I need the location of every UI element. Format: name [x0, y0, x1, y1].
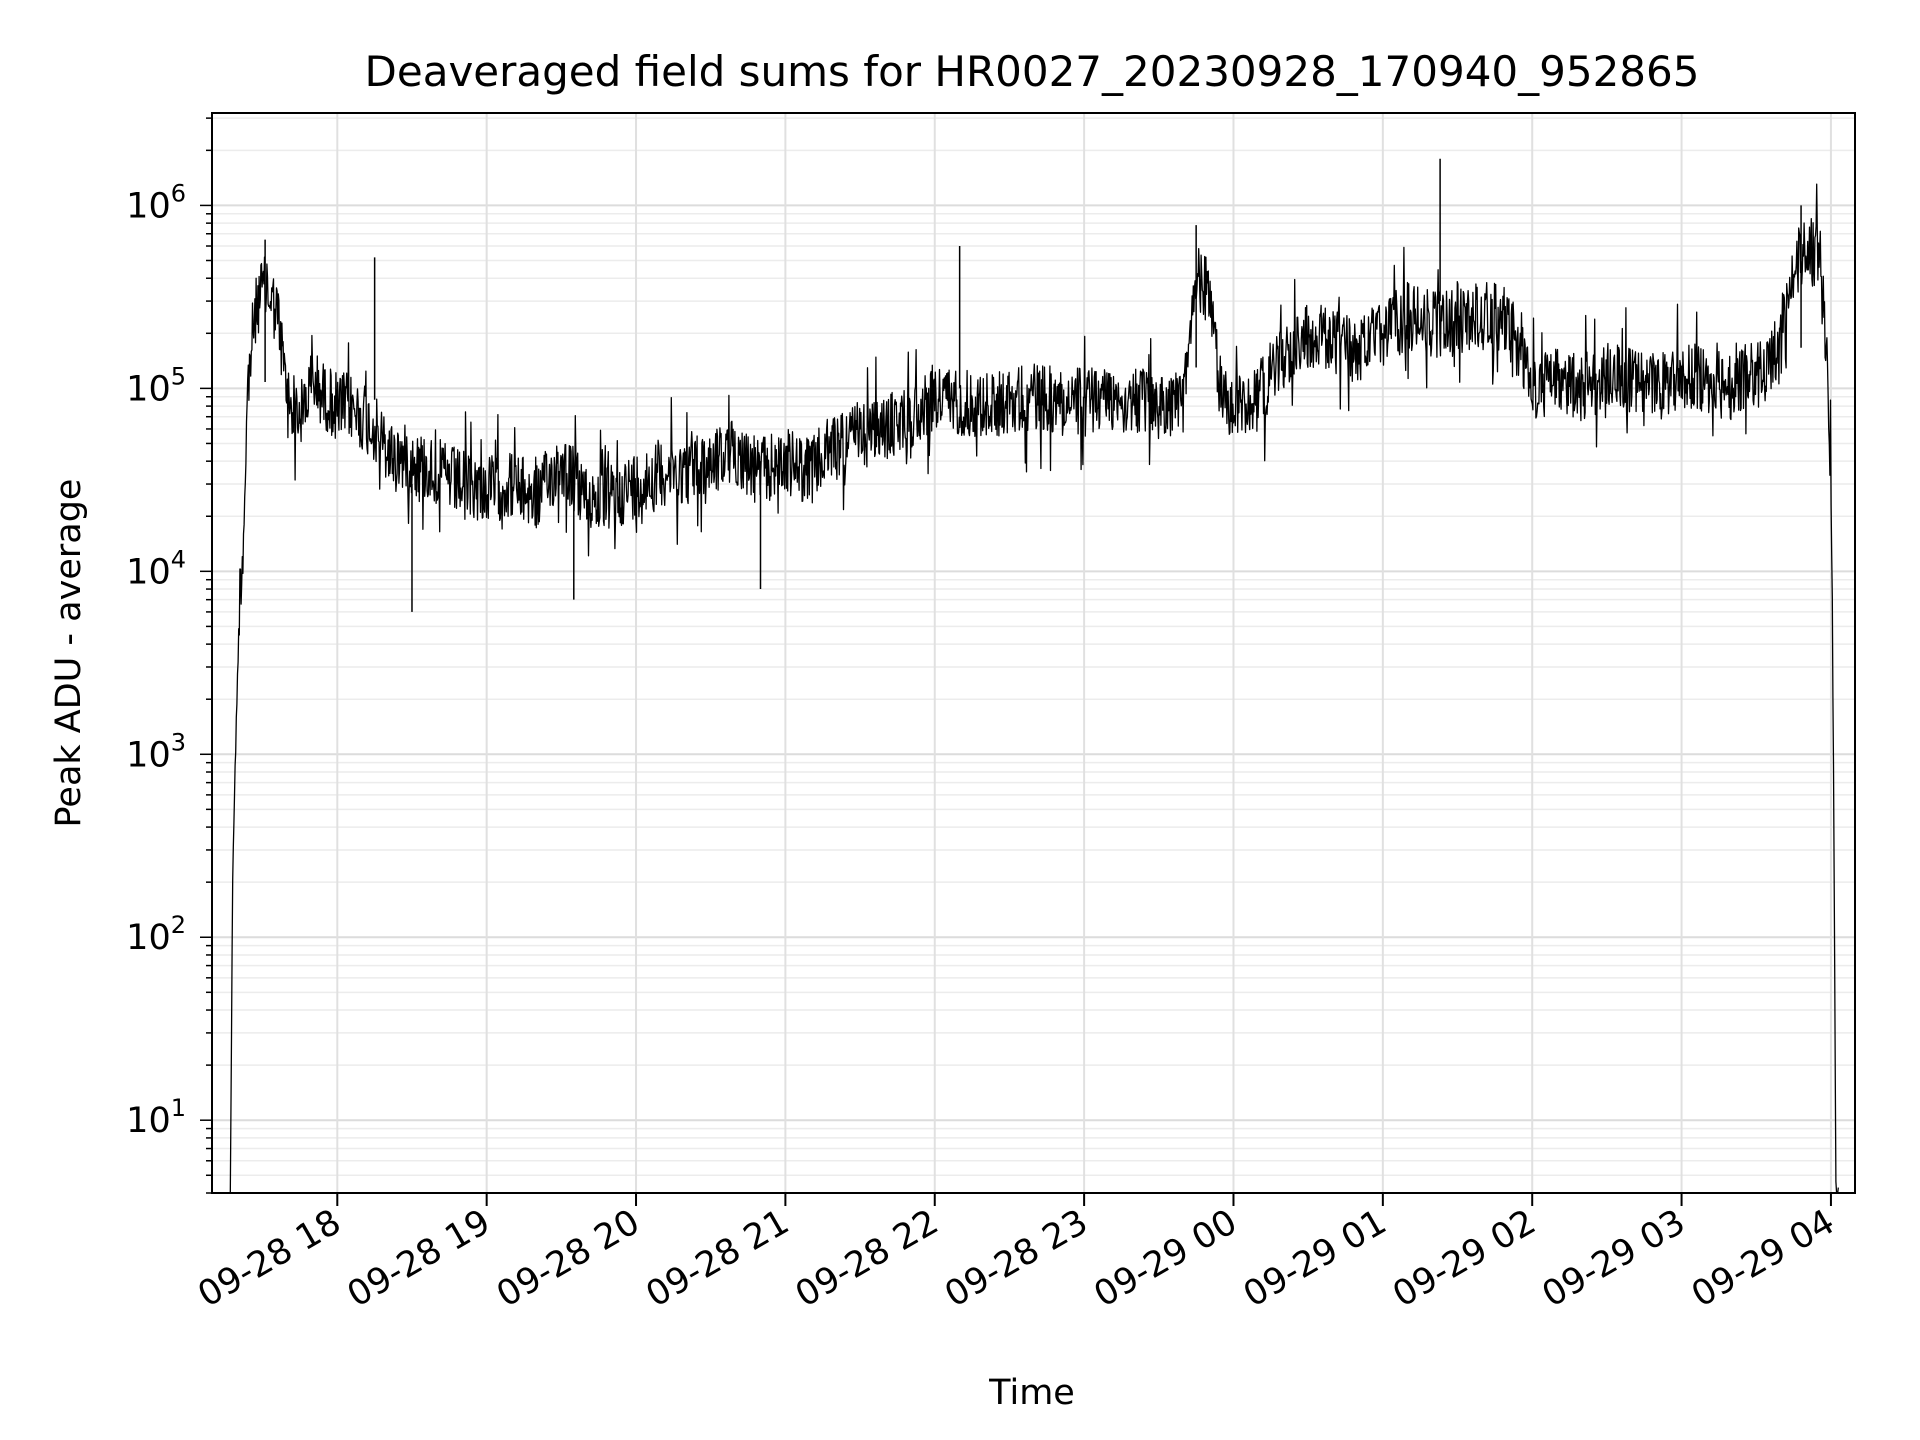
y-tick-label: 106	[126, 179, 186, 226]
series-layer	[229, 158, 1839, 1194]
series-line	[229, 183, 1839, 1194]
y-axis-label: Peak ADU - average	[49, 479, 89, 828]
chart-title: Deaveraged field sums for HR0027_2023092…	[365, 47, 1700, 96]
y-tick-label: 102	[126, 911, 186, 958]
y-tick-label: 105	[126, 362, 186, 409]
grid	[212, 113, 1855, 1194]
y-tick-label: 103	[126, 728, 186, 775]
plot-frame	[211, 112, 1856, 1194]
y-tick-label: 104	[126, 545, 186, 592]
y-tick-label: 101	[126, 1094, 186, 1141]
x-axis-label: Time	[988, 1373, 1075, 1413]
y-axis: 101 102 103 104 105 106	[126, 117, 212, 1194]
